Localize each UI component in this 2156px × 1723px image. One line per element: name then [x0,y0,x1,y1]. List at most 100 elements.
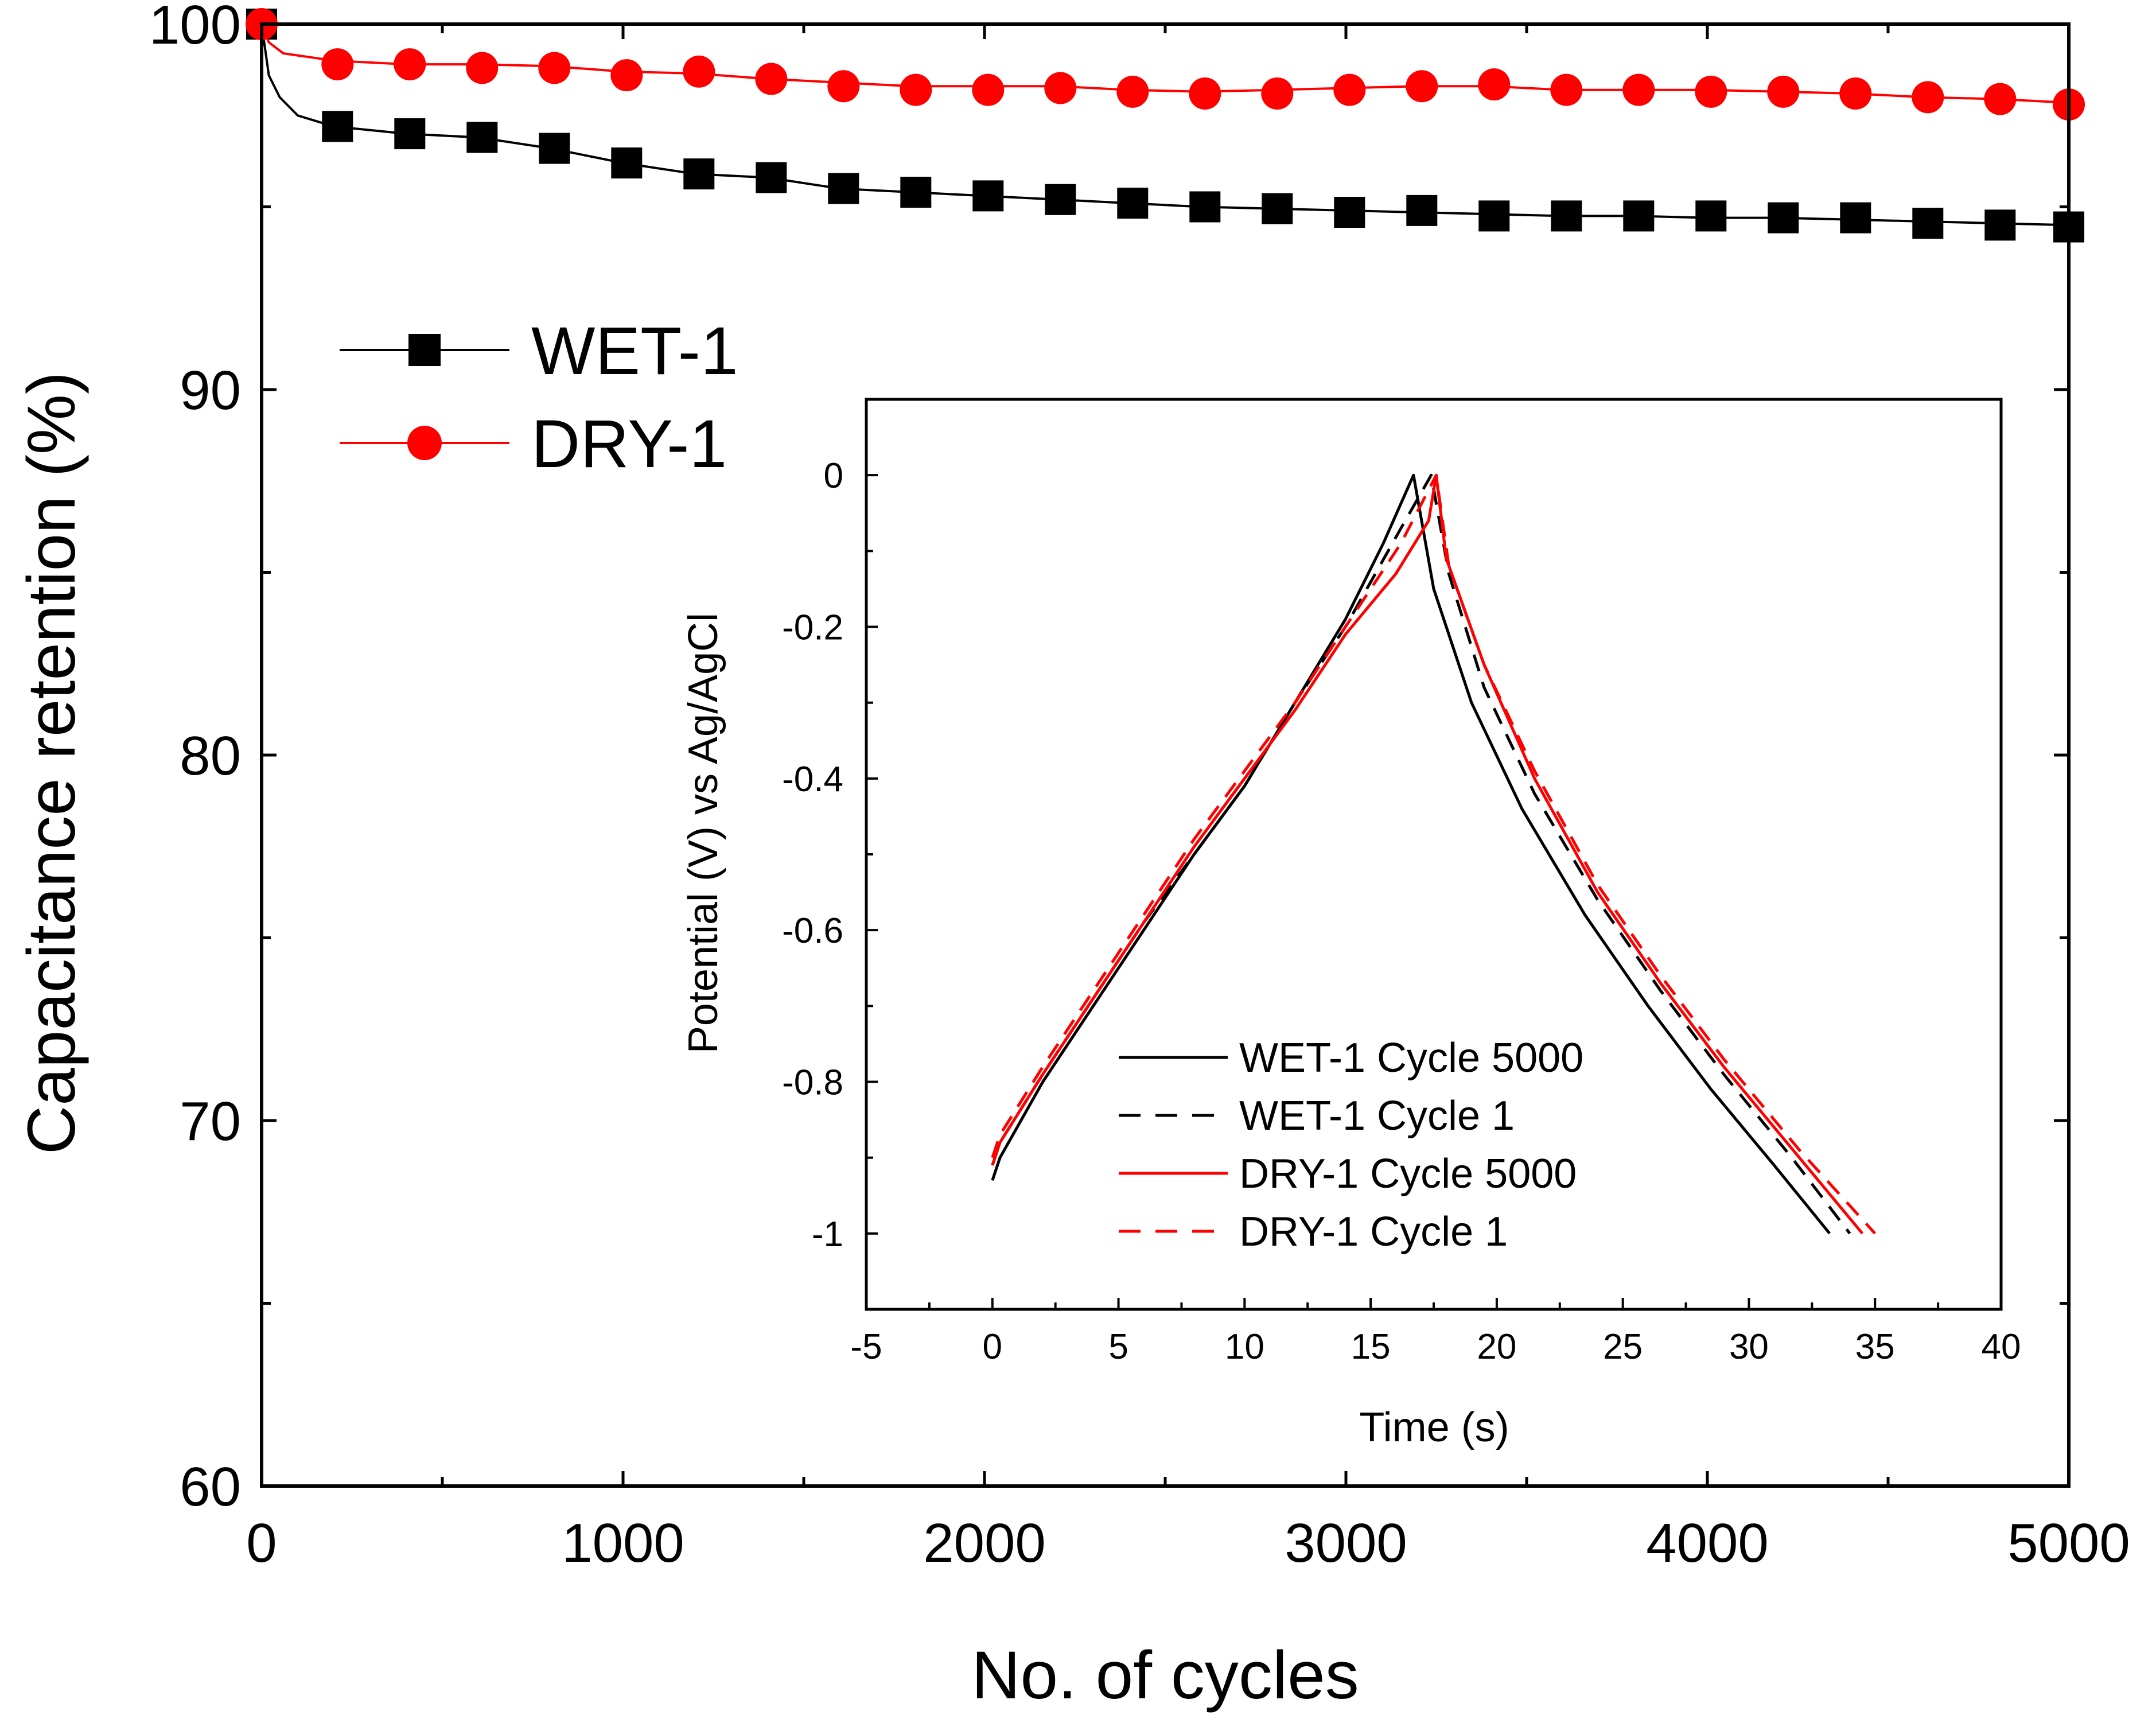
inset-legend-item-dry-1: DRY-1 Cycle 1 [1119,1209,1508,1255]
inset-x-tick-label: 25 [1603,1327,1643,1367]
inset-x-tick-label: 10 [1225,1327,1264,1367]
legend-item-dry-1: DRY-1 [340,406,727,482]
data-point-wet-1 [683,158,715,190]
main-y-axis-label: Capacitance retention (%) [14,372,89,1154]
data-point-wet-1 [1406,195,1438,226]
data-point-dry-1 [1044,72,1077,104]
series-line-wet-1 [260,24,2069,227]
data-point-dry-1 [1261,77,1294,110]
data-point-dry-1 [1839,77,1872,110]
series-line-dry-1 [260,24,2069,104]
y-tick-label: 70 [180,1091,241,1152]
main-x-axis-label: No. of cycles [971,1638,1359,1713]
data-point-wet-1 [1768,202,1799,234]
x-tick-label: 3000 [1285,1512,1407,1574]
legend-circle-marker [407,426,442,460]
data-point-dry-1 [1189,77,1221,110]
data-point-dry-1 [1767,75,1800,108]
inset-x-tick-label: 30 [1729,1327,1769,1367]
inset-legend: WET-1 Cycle 5000 WET-1 Cycle 1 DRY-1 Cyc… [1119,1035,1583,1255]
data-point-wet-1 [1117,188,1149,219]
inset-axis-ticks: -5 0 5 10 15 20 25 30 35 40 -1 -0.8 -0.6 -0.4 -0.2 0 [782,398,2021,1367]
inset-y-tick-label: -1 [812,1215,843,1254]
inset-x-tick-label: 5 [1108,1327,1128,1367]
y-tick-label: 90 [180,360,241,421]
data-point-dry-1 [321,48,354,81]
data-point-dry-1 [1406,70,1438,103]
data-point-wet-1 [1840,202,1871,234]
x-tick-label: 0 [246,1512,277,1574]
data-point-wet-1 [900,177,932,208]
data-point-wet-1 [1045,184,1076,215]
data-point-wet-1 [1262,193,1293,224]
data-point-dry-1 [755,63,788,95]
data-point-wet-1 [1551,200,1582,232]
data-point-wet-1 [1984,209,2016,241]
inset-background [866,399,2001,1309]
legend-label-dry-1: DRY-1 [531,406,727,482]
inset-legend-item-dry-5000: DRY-1 Cycle 5000 [1119,1151,1577,1197]
data-point-dry-1 [972,73,1005,106]
data-point-dry-1 [1695,75,1727,108]
data-point-dry-1 [1333,73,1366,106]
legend-square-marker [408,334,441,366]
y-tick-label: 100 [149,0,241,56]
inset-x-tick-label: 40 [1982,1327,2021,1367]
data-point-wet-1 [756,162,787,193]
data-point-dry-1 [900,73,932,106]
inset-legend-label-dry-5000: DRY-1 Cycle 5000 [1239,1151,1577,1197]
inset-y-tick-label: -0.2 [782,608,843,648]
inset-legend-item-wet-5000: WET-1 Cycle 5000 [1119,1035,1583,1081]
inset-legend-label-wet-1: WET-1 Cycle 1 [1239,1093,1515,1139]
inset-legend-item-wet-1: WET-1 Cycle 1 [1119,1093,1515,1139]
inset-x-tick-label: 35 [1855,1327,1895,1367]
data-point-dry-1 [1478,68,1511,101]
data-point-wet-1 [1189,191,1221,223]
y-tick-label: 80 [180,725,241,787]
data-point-dry-1 [610,59,643,92]
x-tick-label: 1000 [562,1512,684,1574]
inset-series-dry-1-cycle-5000 [991,473,1864,1235]
inset-series-wet-1-cycle-1 [991,473,1851,1235]
data-point-wet-1 [1912,208,1944,239]
data-point-wet-1 [322,111,353,142]
data-point-wet-1 [1478,200,1510,232]
inset-chart: -5 0 5 10 15 20 25 30 35 40 -1 -0.8 -0.6 -0.4 -0.2 0 Ti… [680,398,2021,1450]
data-point-dry-1 [683,55,715,88]
main-series-layer [246,8,2085,243]
data-point-wet-1 [539,133,570,164]
data-point-wet-1 [611,147,643,179]
inset-x-tick-label: -5 [850,1327,882,1367]
data-point-dry-1 [827,70,860,103]
inset-y-tick-label: 0 [824,456,843,496]
inset-series-layer [991,473,1877,1235]
legend-label-wet-1: WET-1 [531,313,738,389]
inset-y-tick-label: -0.8 [782,1063,843,1103]
data-point-wet-1 [394,118,426,150]
data-point-dry-1 [1550,73,1583,106]
data-point-dry-1 [466,52,499,84]
data-point-dry-1 [538,52,571,84]
data-point-wet-1 [828,173,859,204]
data-point-dry-1 [1912,81,1944,114]
data-point-dry-1 [1116,75,1149,108]
data-point-dry-1 [394,48,426,81]
x-tick-label: 4000 [1646,1512,1769,1574]
y-tick-label: 60 [180,1456,241,1518]
data-point-wet-1 [1623,200,1655,232]
data-point-dry-1 [1984,83,2017,115]
inset-x-tick-label: 0 [983,1327,1002,1367]
inset-y-tick-label: -0.6 [782,911,843,951]
inset-series-wet-1-cycle-5000 [991,473,1831,1235]
main-legend: WET-1 DRY-1 [340,313,738,482]
data-point-wet-1 [972,180,1004,212]
data-point-wet-1 [466,122,498,153]
inset-legend-label-dry-1: DRY-1 Cycle 1 [1239,1209,1508,1255]
data-point-wet-1 [1334,197,1365,228]
x-tick-label: 2000 [923,1512,1046,1574]
legend-item-wet-1: WET-1 [340,313,738,389]
inset-legend-label-wet-5000: WET-1 Cycle 5000 [1239,1035,1583,1081]
